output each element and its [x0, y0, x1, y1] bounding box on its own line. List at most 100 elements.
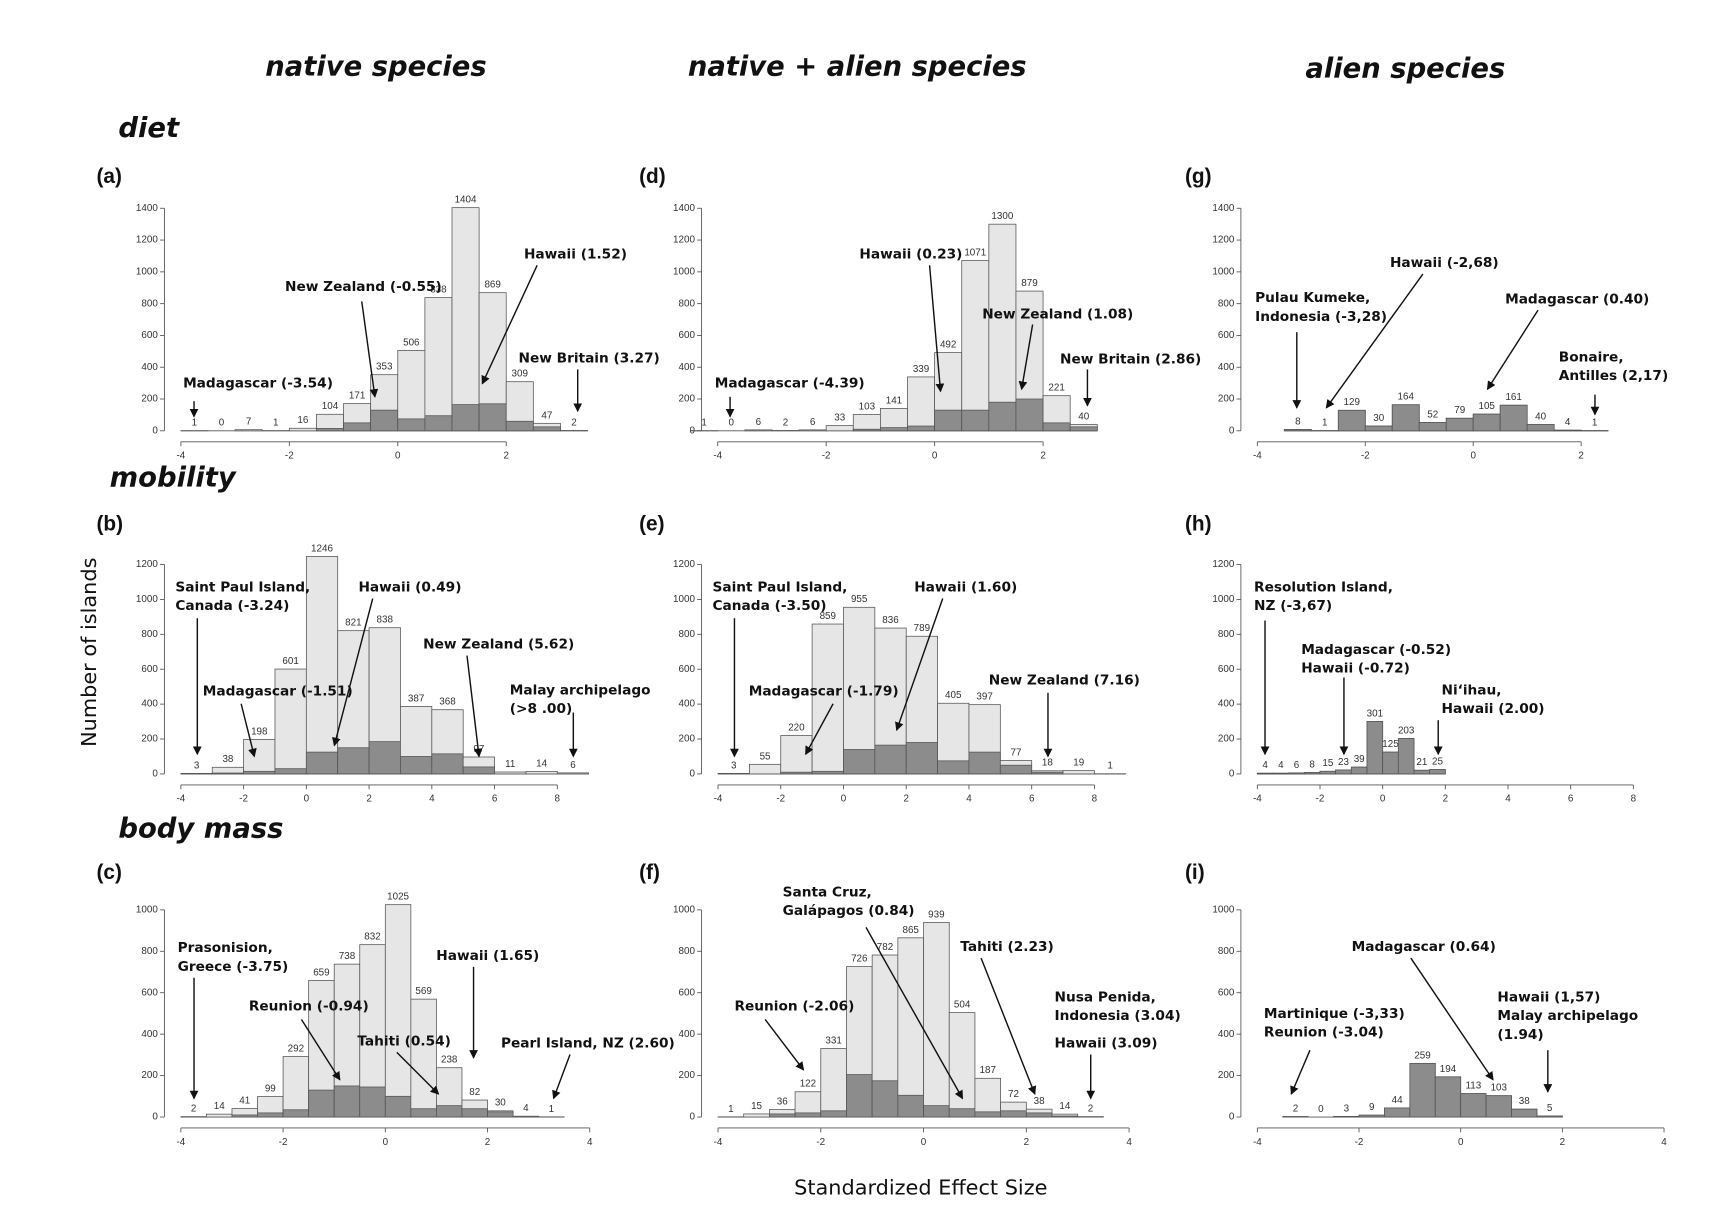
y-tick-label: 1000 [673, 594, 695, 605]
count-label: 1246 [311, 543, 333, 554]
count-label: 38 [1034, 1096, 1045, 1107]
highlight-bar [1382, 751, 1399, 775]
bar [744, 429, 773, 432]
x-tick-label: 0 [932, 451, 938, 462]
y-tick-label: 200 [141, 1070, 158, 1081]
y-tick-label: 1200 [136, 559, 158, 570]
count-label: 726 [851, 954, 868, 965]
y-tick-label: 800 [1218, 629, 1235, 640]
annotation: New Britain (3.27) [519, 350, 660, 366]
y-tick-label: 1200 [136, 235, 158, 246]
x-tick-label: 6 [1029, 794, 1035, 805]
y-tick-label: 1000 [673, 904, 695, 915]
y-tick-label: 800 [1218, 298, 1235, 309]
y-tick-label: 0 [1229, 769, 1235, 780]
highlight-bar [820, 1110, 847, 1118]
count-label: 836 [882, 615, 899, 626]
count-label: 0 [1318, 1104, 1324, 1115]
highlight-bar [999, 764, 1033, 775]
annotation-arrow [1290, 1049, 1311, 1096]
count-label: 865 [902, 925, 919, 936]
highlight-bar [1511, 1108, 1538, 1118]
bar [305, 556, 339, 775]
panel-label: (a) [96, 165, 121, 188]
y-tick-label: 400 [679, 699, 696, 710]
count-label: 6 [756, 417, 762, 428]
annotation: Hawaii (1.60) [914, 580, 1017, 596]
count-label: 47 [541, 410, 552, 421]
bar [820, 1048, 847, 1118]
annotation: Antilles (2,17) [1559, 368, 1668, 384]
annotation: Reunion (-3.04) [1264, 1025, 1384, 1041]
count-label: 161 [1505, 392, 1521, 403]
x-tick-label: -2 [816, 1137, 825, 1148]
count-label: 238 [441, 1055, 458, 1066]
highlight-bar [871, 1080, 899, 1118]
x-tick-label: -4 [713, 451, 722, 462]
highlight-bar [461, 1108, 488, 1118]
highlight-bar [410, 1108, 437, 1118]
y-tick-label: 600 [1218, 330, 1235, 341]
y-tick-label: 200 [1218, 1070, 1235, 1081]
highlight-bar [1499, 404, 1528, 432]
y-tick-label: 600 [141, 330, 158, 341]
count-label: 1 [192, 418, 197, 429]
count-label: 125 [1382, 739, 1399, 750]
count-label: 1 [549, 1104, 554, 1115]
highlight-bar [462, 766, 495, 775]
highlight-bar [948, 1108, 976, 1118]
y-tick-label: 800 [141, 946, 158, 957]
count-label: 955 [851, 594, 868, 605]
highlight-bar [934, 409, 963, 432]
y-tick-label: 800 [679, 298, 696, 309]
x-tick-label: 2 [366, 794, 371, 805]
highlight-bar [397, 418, 426, 432]
annotation: New Zealand (-0.55) [285, 279, 442, 295]
count-label: 23 [1338, 757, 1349, 768]
annotation: Madagascar (-0.52) [1301, 642, 1451, 658]
y-tick-label: 200 [141, 394, 158, 405]
count-label: 601 [282, 656, 298, 667]
x-tick-label: 2 [1024, 1137, 1029, 1148]
bar [825, 425, 854, 432]
highlight-bar [532, 426, 561, 432]
annotation: Hawaii (2.00) [1442, 701, 1545, 717]
x-tick-label: 0 [1470, 451, 1476, 462]
bar [974, 1077, 1002, 1118]
annotation-arrow [240, 703, 257, 758]
annotation: Madagascar (0.64) [1352, 939, 1496, 955]
count-label: 14 [536, 758, 547, 769]
highlight-bar [478, 403, 507, 432]
count-label: 82 [469, 1087, 480, 1098]
y-tick-label: 400 [141, 1029, 158, 1040]
bar [410, 998, 437, 1118]
row-title: body mass [118, 813, 283, 844]
y-tick-label: 0 [690, 769, 696, 780]
y-tick-label: 600 [679, 987, 696, 998]
bar [424, 297, 453, 432]
count-label: 838 [377, 615, 394, 626]
bar [243, 738, 276, 775]
x-tick-label: 0 [921, 1137, 927, 1148]
x-tick-label: -2 [1316, 794, 1325, 805]
count-label: 77 [1011, 747, 1022, 758]
annotation-arrow [552, 1054, 571, 1100]
highlight-bar [846, 1074, 873, 1118]
row-title: diet [118, 113, 180, 144]
bar [282, 1056, 310, 1118]
annotation: Madagascar (0.40) [1505, 291, 1649, 307]
highlight-bar [1042, 422, 1071, 432]
y-tick-label: 1400 [136, 203, 158, 214]
highlight-bar [1333, 1116, 1360, 1118]
x-tick-label: 2 [903, 794, 908, 805]
highlight-bar [231, 1114, 258, 1118]
annotation: Hawaii (1,57) [1497, 990, 1600, 1006]
count-label: 8 [1295, 416, 1301, 427]
count-label: 4 [1278, 760, 1284, 771]
count-label: 187 [980, 1065, 996, 1076]
highlight-bar [1391, 404, 1420, 432]
count-label: 1300 [991, 211, 1013, 222]
bar [525, 771, 558, 775]
count-label: 198 [251, 726, 268, 737]
highlight-bar [343, 422, 372, 432]
